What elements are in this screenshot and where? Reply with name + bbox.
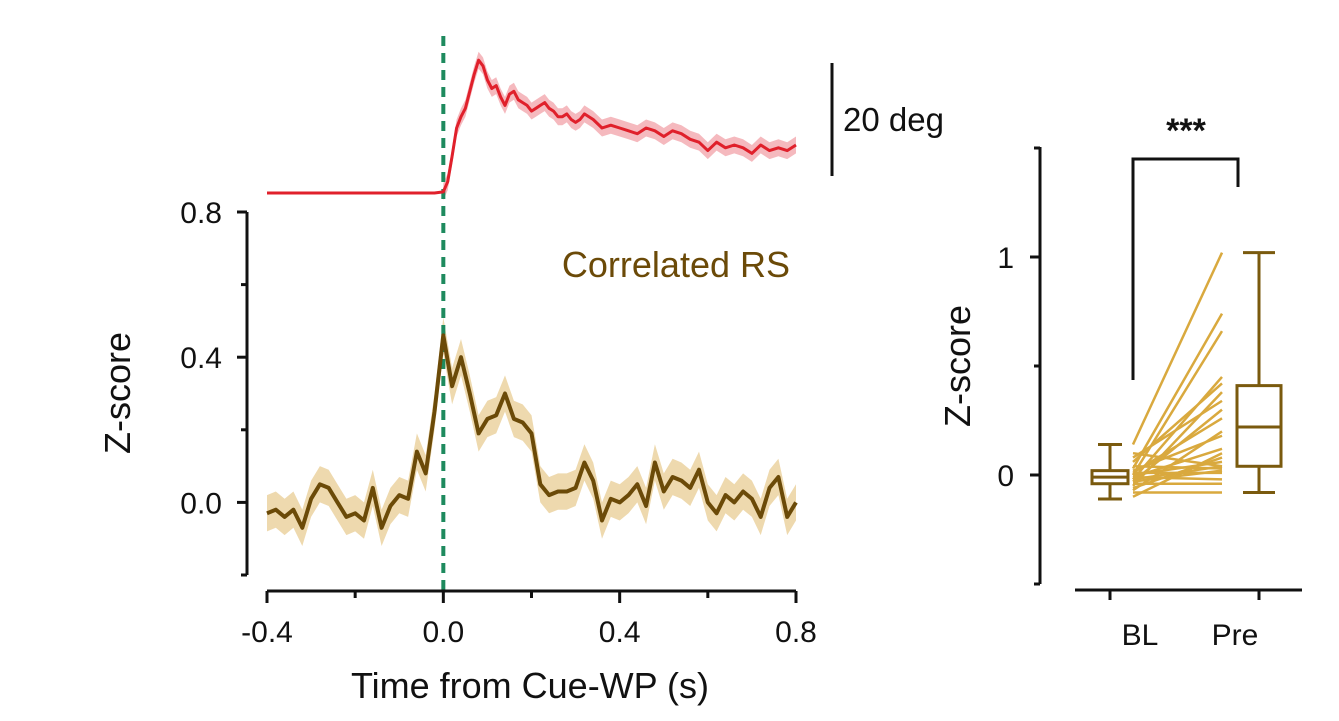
y-tick-label: 0.8 xyxy=(180,197,222,230)
x-tick-label: 0.8 xyxy=(775,616,817,649)
category-label: BL xyxy=(1122,619,1159,652)
significance-stars: *** xyxy=(1166,112,1206,150)
summary-y-axis-label: Z-score xyxy=(937,305,978,427)
x-ticks: -0.4 0.0 0.4 0.8 xyxy=(241,591,817,649)
paired-line xyxy=(1131,313,1224,470)
paired-line xyxy=(1132,475,1223,481)
significance-bracket xyxy=(1131,157,1240,380)
time-course-panel: 0.0 0.4 0.8 -0.4 0.0 0.4 0.8 Z-score Time fro… xyxy=(97,36,944,706)
angle-sem-band xyxy=(443,51,796,201)
summary-y-tick-label: 1 xyxy=(997,242,1014,275)
paired-lines xyxy=(1131,252,1224,498)
paired-line xyxy=(1132,434,1223,472)
x-tick-label: -0.4 xyxy=(241,616,293,649)
paired-line xyxy=(1132,451,1223,468)
category-label: Pre xyxy=(1212,619,1259,652)
paired-line xyxy=(1132,399,1223,459)
boxplot-pre xyxy=(1235,251,1283,494)
x-axis-label: Time from Cue-WP (s) xyxy=(351,665,709,706)
x-tick-label: 0.0 xyxy=(422,616,464,649)
summary-y-tick-label: 0 xyxy=(997,460,1014,493)
y-tick-label: 0.0 xyxy=(180,487,222,520)
summary-y-ticks: 01 xyxy=(997,146,1040,586)
correlated-rs-trace xyxy=(266,333,798,530)
boxplot-bl xyxy=(1090,442,1130,501)
boxplots xyxy=(1090,251,1283,501)
correlated-rs-label: Correlated RS xyxy=(562,244,790,285)
paired-line xyxy=(1131,330,1224,476)
paired-line xyxy=(1132,465,1223,470)
summary-category-labels: BL Pre xyxy=(1108,590,1261,652)
y-axis-label: Z-score xyxy=(97,332,138,454)
y-tick-label: 0.4 xyxy=(180,342,222,375)
y-ticks: 0.0 0.4 0.8 xyxy=(180,197,247,577)
angle-trace xyxy=(267,58,797,195)
scale-bar-label: 20 deg xyxy=(843,101,944,138)
paired-line xyxy=(1131,252,1224,446)
summary-panel: 01 BL Pre Z-score *** xyxy=(937,112,1302,652)
x-tick-label: 0.4 xyxy=(599,616,641,649)
